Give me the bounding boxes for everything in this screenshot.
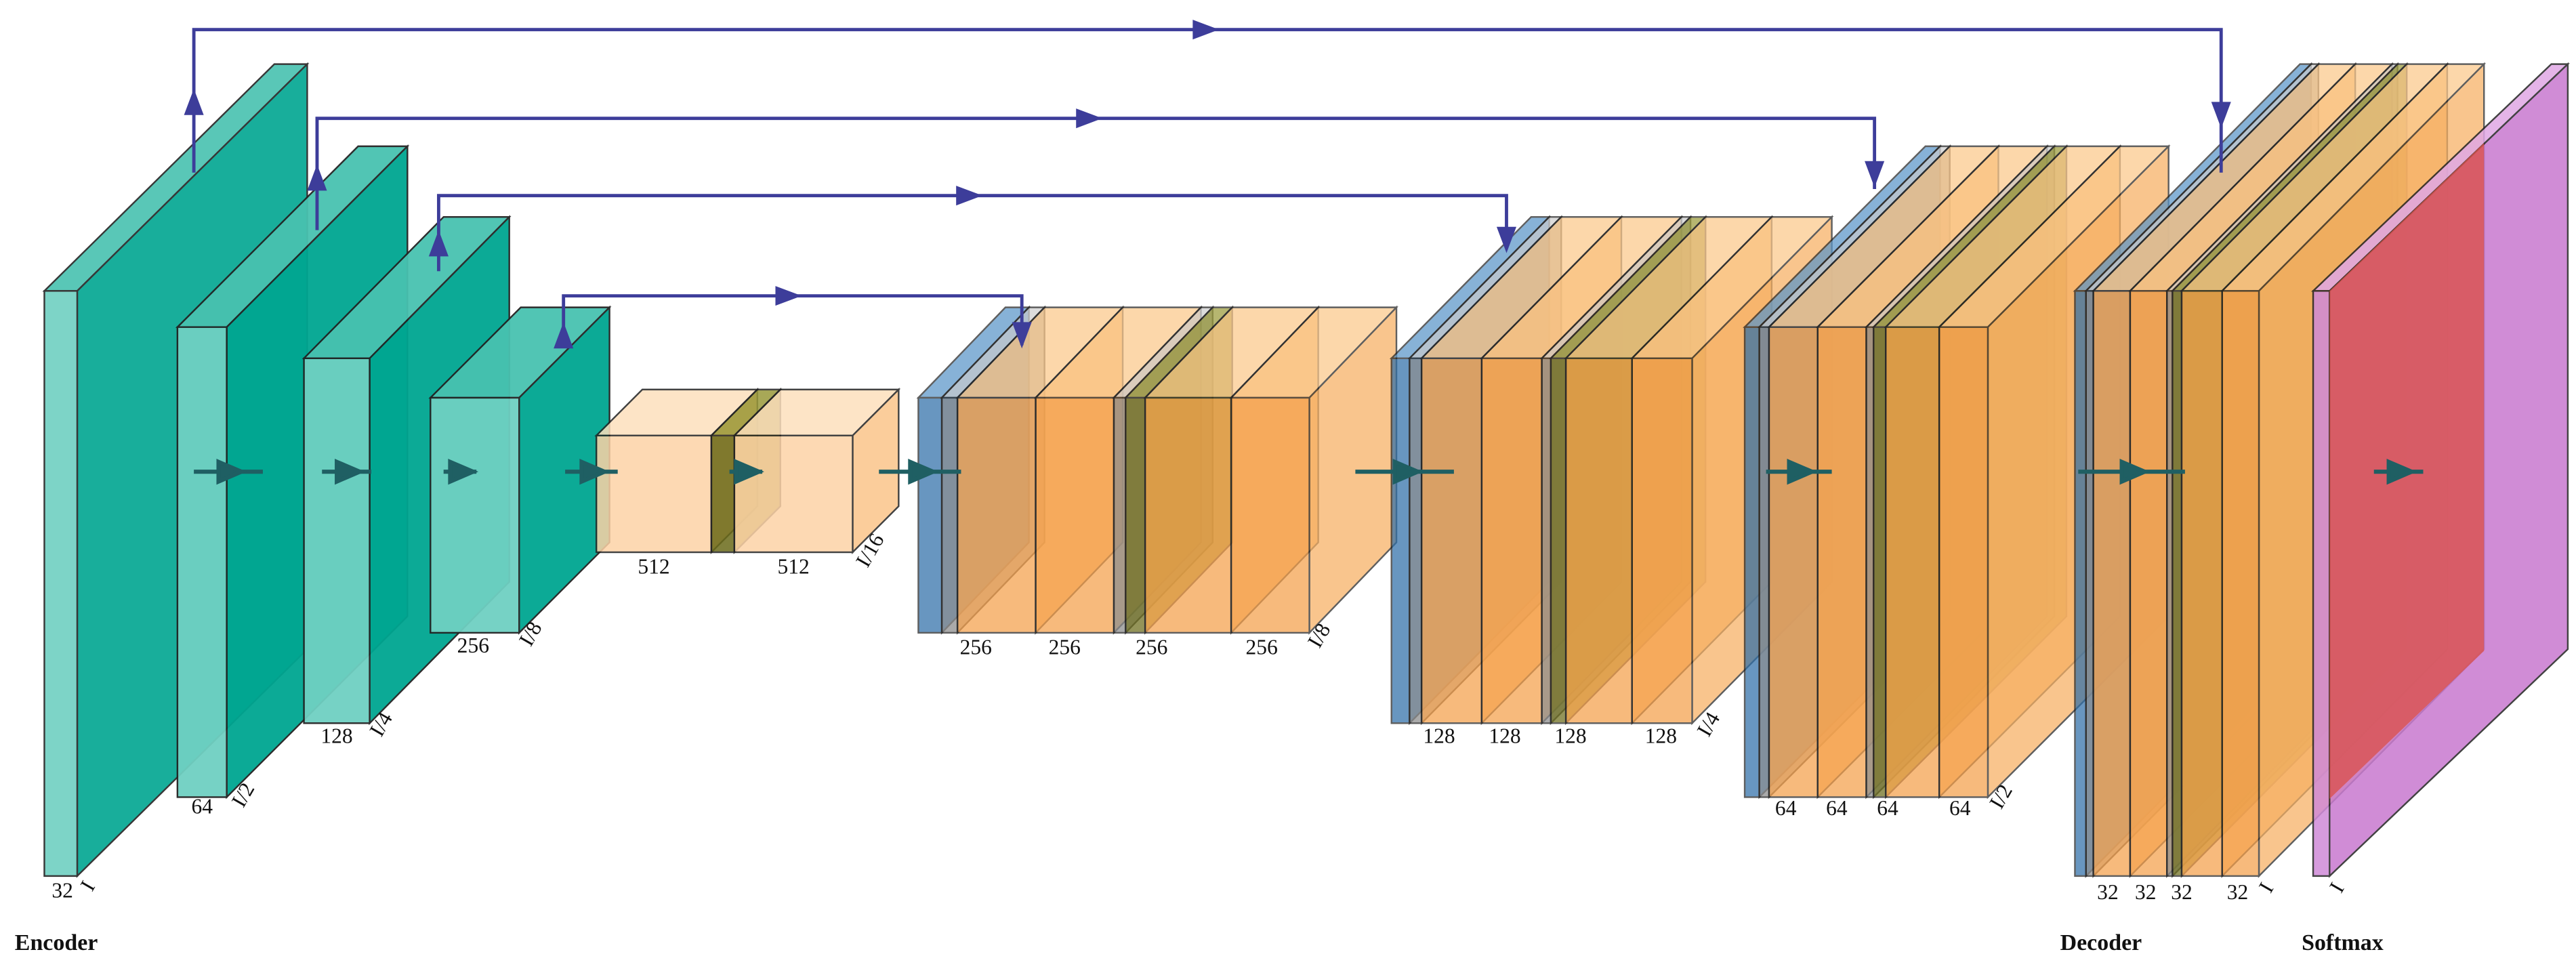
channel-label: 256	[1136, 635, 1167, 659]
box-front	[733, 434, 854, 554]
channel-label: 128	[1423, 724, 1455, 747]
channel-label: 256	[457, 634, 489, 657]
channel-label: 32	[51, 878, 73, 902]
channel-label: 256	[1246, 635, 1278, 659]
box-front	[1480, 357, 1543, 724]
channel-label: 512	[778, 555, 810, 579]
box-front	[1035, 396, 1115, 634]
arrow-heads	[184, 20, 2231, 349]
channel-label: 32	[2097, 880, 2119, 904]
scale-label: I	[2325, 878, 2349, 896]
flow-head	[335, 459, 365, 485]
box-front	[43, 290, 79, 877]
box-front	[1816, 326, 1867, 798]
forward-arrows	[194, 459, 2424, 485]
box-front	[2074, 290, 2087, 877]
box-front	[2129, 290, 2168, 877]
box-front	[303, 357, 371, 724]
box-front	[2180, 290, 2223, 877]
flow-head	[734, 459, 764, 485]
box-front	[1631, 357, 1693, 724]
box-front	[1768, 326, 1819, 798]
flow-head	[1787, 459, 1818, 485]
flow-head	[2386, 459, 2417, 485]
box-front	[1743, 326, 1760, 798]
box-front	[956, 396, 1037, 634]
channel-label: 64	[1775, 796, 1797, 820]
scale-label: I	[2254, 878, 2279, 896]
box-front	[2092, 290, 2132, 877]
box-front	[940, 396, 959, 634]
box-front	[1125, 396, 1146, 634]
box-front	[1144, 396, 1232, 634]
box-front	[2221, 290, 2260, 877]
flow-head	[216, 459, 247, 485]
box-front	[1409, 357, 1423, 724]
caption: Softmax	[2302, 930, 2384, 955]
flow-head	[1392, 459, 1424, 485]
channel-label: 64	[191, 795, 213, 819]
box-front	[176, 326, 228, 798]
box-front	[1541, 357, 1552, 724]
box-front	[1885, 326, 1940, 798]
channel-label: 256	[960, 635, 992, 659]
box-front	[917, 396, 943, 634]
box-front	[1865, 326, 1875, 798]
skip-arrow	[562, 294, 1024, 346]
channel-label: 32	[2135, 880, 2157, 904]
box-front	[1230, 396, 1310, 634]
box-front	[430, 396, 520, 634]
channel-label: 32	[2227, 880, 2249, 904]
scale-label: I	[76, 877, 100, 895]
box-front	[1564, 357, 1633, 724]
caption: Decoder	[2060, 930, 2142, 955]
box-front	[1758, 326, 1770, 798]
flow-head	[579, 459, 610, 485]
channel-label: 512	[638, 555, 669, 579]
channel-label: 128	[1489, 724, 1520, 747]
channel-label: 64	[1826, 796, 1848, 820]
box-front	[2172, 290, 2183, 877]
box-front	[1938, 326, 1989, 798]
flow-head	[2119, 459, 2151, 485]
caption: Encoder	[15, 930, 98, 955]
skip-arrow	[192, 28, 2223, 173]
channel-label: 256	[1049, 635, 1081, 659]
flow-head	[908, 459, 938, 485]
box-front	[710, 434, 736, 554]
box-front	[1390, 357, 1411, 724]
box-front	[2166, 290, 2174, 877]
flow-head	[448, 459, 479, 485]
layer-box	[1229, 305, 1398, 635]
channel-label: 32	[2171, 880, 2193, 904]
channel-label: 128	[320, 724, 352, 747]
layer-box	[732, 387, 901, 554]
box-front	[1420, 357, 1483, 724]
skip-arrow	[436, 194, 1508, 272]
box-front	[1873, 326, 1887, 798]
box-front	[2312, 290, 2331, 877]
channel-label: 128	[1645, 724, 1677, 747]
layers	[42, 62, 2570, 878]
box-front	[2085, 290, 2094, 877]
box-front	[1550, 357, 1567, 724]
box-front	[1113, 396, 1127, 634]
channel-label: 128	[1554, 724, 1586, 747]
skip-arrow	[315, 117, 1877, 230]
box-front	[595, 434, 713, 554]
channel-label: 64	[1949, 796, 1971, 820]
channel-label: 64	[1877, 796, 1898, 820]
